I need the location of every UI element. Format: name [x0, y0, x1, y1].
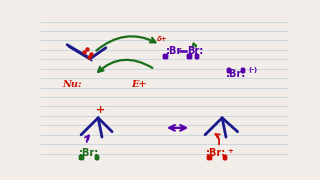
FancyArrowPatch shape: [96, 36, 156, 51]
FancyArrowPatch shape: [192, 43, 196, 47]
Text: E+: E+: [132, 80, 147, 89]
FancyArrowPatch shape: [215, 134, 220, 144]
FancyArrowPatch shape: [85, 135, 89, 142]
Text: Br:: Br:: [187, 46, 204, 56]
Text: (-): (-): [249, 67, 258, 73]
Text: +: +: [227, 148, 233, 154]
Text: :Br:: :Br:: [226, 69, 246, 79]
Text: Nu:: Nu:: [63, 80, 82, 89]
Text: :Br:: :Br:: [79, 148, 99, 158]
Text: δ+: δ+: [157, 35, 168, 42]
Text: :Br: :Br: [166, 46, 183, 56]
Text: +: +: [96, 105, 105, 115]
Text: :Br:: :Br:: [206, 148, 226, 158]
FancyArrowPatch shape: [98, 60, 152, 72]
